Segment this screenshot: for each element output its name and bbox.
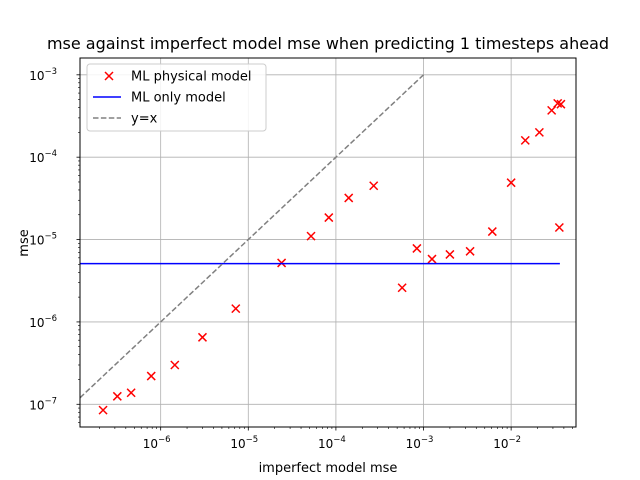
data-point-marker bbox=[344, 193, 354, 203]
x-axis-label: imperfect model mse bbox=[259, 461, 398, 476]
data-point-marker bbox=[487, 227, 497, 237]
data-point-marker bbox=[126, 388, 136, 398]
data-point-marker bbox=[306, 231, 316, 241]
plot-series bbox=[79, 74, 566, 415]
data-point-marker bbox=[412, 243, 422, 253]
data-point-marker bbox=[520, 135, 530, 145]
legend-marker-x bbox=[104, 71, 114, 81]
data-point-marker bbox=[170, 360, 180, 370]
legend-box bbox=[86, 63, 267, 132]
data-point-marker bbox=[146, 371, 156, 381]
data-point-marker bbox=[554, 222, 564, 233]
data-point-marker bbox=[556, 99, 566, 109]
data-point-marker bbox=[98, 405, 108, 415]
data-point-marker bbox=[324, 213, 334, 223]
data-point-marker bbox=[112, 391, 122, 401]
legend-item: ML only model bbox=[93, 91, 226, 106]
legend-label: y=x bbox=[131, 112, 158, 127]
data-point-marker bbox=[397, 283, 407, 293]
y-axis-label: mse bbox=[17, 229, 32, 256]
data-point-marker bbox=[369, 181, 379, 191]
data-point-marker bbox=[445, 249, 455, 259]
legend-item: y=x bbox=[93, 112, 158, 127]
data-point-marker bbox=[427, 254, 437, 264]
legend-item: ML physical model bbox=[104, 70, 252, 85]
legend: ML physical model ML only model y=x bbox=[86, 63, 267, 132]
data-point-marker bbox=[231, 304, 241, 314]
chart-title: mse against imperfect model mse when pre… bbox=[47, 34, 609, 53]
plot-frame bbox=[79, 57, 577, 428]
legend-label: ML physical model bbox=[131, 70, 252, 85]
legend-label: ML only model bbox=[131, 91, 226, 106]
data-point-marker bbox=[506, 178, 516, 188]
data-point-marker bbox=[465, 246, 475, 256]
data-point-marker bbox=[534, 127, 544, 137]
data-point-marker bbox=[553, 98, 563, 108]
data-point-marker bbox=[197, 332, 208, 342]
